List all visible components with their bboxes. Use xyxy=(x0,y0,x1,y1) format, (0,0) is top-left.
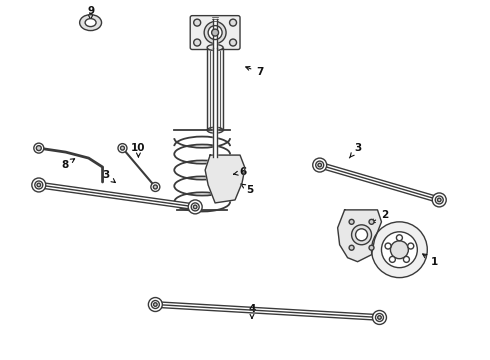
Text: 8: 8 xyxy=(61,159,74,170)
Text: 3: 3 xyxy=(102,170,115,183)
FancyBboxPatch shape xyxy=(190,15,240,50)
Circle shape xyxy=(391,241,408,259)
Circle shape xyxy=(349,245,354,250)
Circle shape xyxy=(32,178,46,192)
Circle shape xyxy=(438,198,441,202)
Circle shape xyxy=(408,243,414,249)
Circle shape xyxy=(229,19,237,26)
Circle shape xyxy=(34,143,44,153)
Text: 10: 10 xyxy=(131,143,146,157)
Circle shape xyxy=(229,39,237,46)
Text: 7: 7 xyxy=(246,67,264,77)
Circle shape xyxy=(121,146,124,150)
Text: 2: 2 xyxy=(371,210,388,223)
Text: 9: 9 xyxy=(87,6,94,19)
Ellipse shape xyxy=(207,45,223,50)
Ellipse shape xyxy=(85,19,96,27)
Circle shape xyxy=(403,256,410,262)
Ellipse shape xyxy=(207,127,223,133)
Circle shape xyxy=(375,314,384,321)
Circle shape xyxy=(396,235,402,241)
Circle shape xyxy=(369,219,374,224)
Text: 6: 6 xyxy=(234,167,246,177)
Circle shape xyxy=(349,219,354,224)
Circle shape xyxy=(153,185,157,189)
Circle shape xyxy=(385,243,391,249)
Text: 4: 4 xyxy=(248,305,256,318)
Polygon shape xyxy=(205,155,245,203)
Circle shape xyxy=(151,301,159,309)
Circle shape xyxy=(212,29,219,36)
Circle shape xyxy=(194,205,197,209)
Circle shape xyxy=(316,161,324,169)
Circle shape xyxy=(372,310,387,324)
Circle shape xyxy=(432,193,446,207)
Ellipse shape xyxy=(80,15,101,31)
Circle shape xyxy=(191,203,199,211)
Circle shape xyxy=(318,163,321,167)
Circle shape xyxy=(208,26,222,40)
Circle shape xyxy=(148,298,162,311)
Circle shape xyxy=(369,245,374,250)
Circle shape xyxy=(352,225,371,245)
Circle shape xyxy=(378,316,381,319)
Circle shape xyxy=(382,232,417,268)
Circle shape xyxy=(151,183,160,192)
Circle shape xyxy=(35,181,43,189)
Text: 3: 3 xyxy=(349,143,361,158)
Circle shape xyxy=(371,222,427,278)
Circle shape xyxy=(194,39,201,46)
Circle shape xyxy=(37,183,41,187)
Polygon shape xyxy=(338,210,382,262)
Text: 5: 5 xyxy=(241,184,254,195)
Circle shape xyxy=(390,256,395,262)
Circle shape xyxy=(153,303,157,306)
Circle shape xyxy=(204,22,226,44)
Circle shape xyxy=(313,158,327,172)
Circle shape xyxy=(356,229,368,241)
Circle shape xyxy=(118,144,127,153)
Circle shape xyxy=(36,146,41,150)
Circle shape xyxy=(194,19,201,26)
Text: 1: 1 xyxy=(423,254,438,267)
Circle shape xyxy=(188,200,202,214)
Circle shape xyxy=(435,196,443,204)
